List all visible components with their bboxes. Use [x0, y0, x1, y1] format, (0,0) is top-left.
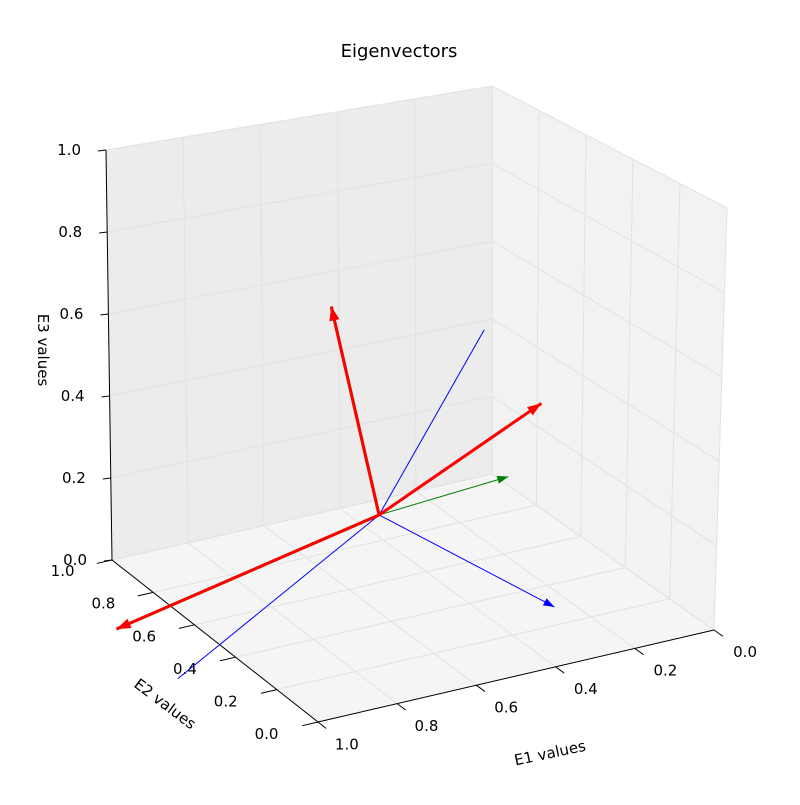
z-axis-line	[105, 149, 113, 561]
grid-line	[259, 124, 265, 526]
z-tick-label: 0.2	[62, 469, 86, 487]
x-tick	[317, 721, 327, 729]
y-tick	[302, 721, 319, 727]
grid-line	[580, 134, 587, 537]
grid-line	[153, 504, 537, 593]
vector-arrows	[115, 306, 555, 680]
grid-line	[491, 240, 723, 378]
grid-line	[669, 183, 681, 599]
grid-line	[415, 490, 636, 649]
grid-line	[491, 395, 717, 547]
grid-line	[491, 473, 715, 631]
grid-line	[624, 159, 634, 568]
pane-back-right	[492, 86, 727, 630]
y-tick	[219, 656, 236, 662]
z-tick-label: 0.0	[63, 551, 87, 569]
x-tick-label: 1.0	[335, 736, 359, 754]
z-axis-label: E3 values	[34, 314, 52, 387]
grid-line	[263, 525, 477, 686]
grid-line	[337, 111, 341, 509]
x-tick-label: 0.2	[654, 661, 678, 679]
vector-line	[329, 306, 381, 516]
grid-line	[107, 163, 493, 233]
vector-line	[378, 329, 485, 516]
grid-line	[182, 137, 189, 543]
z-tick	[100, 313, 109, 316]
x-tick-label: 0.8	[415, 717, 439, 735]
vector-line	[378, 476, 509, 516]
grid-line	[105, 85, 493, 151]
y-tick-label: 0.4	[173, 660, 197, 678]
x-tick-label: 0.0	[733, 643, 757, 661]
x-axis-label: E1 values	[513, 737, 588, 770]
pane-floor	[112, 474, 714, 722]
z-tick-label: 0.4	[61, 387, 85, 405]
y-tick-label: 0.2	[214, 692, 238, 710]
y-axis-line	[111, 559, 319, 723]
z-tick	[97, 149, 107, 152]
z-tick	[101, 395, 110, 398]
grid-line	[491, 163, 725, 293]
z-tick	[99, 231, 108, 234]
grid-line	[713, 207, 728, 631]
x-tick	[634, 647, 644, 656]
x-tick-label: 0.4	[574, 680, 598, 698]
vector-line	[378, 514, 555, 608]
axis-lines	[105, 149, 715, 723]
grid-line	[235, 567, 626, 658]
z-tick	[103, 559, 113, 562]
grid-line	[187, 542, 398, 704]
z-tick	[102, 477, 111, 480]
pane-back-left	[106, 86, 492, 560]
y-tick-label: 0.8	[91, 595, 115, 613]
grid-line	[535, 110, 540, 506]
x-tick	[476, 684, 486, 692]
grid-line	[111, 473, 493, 561]
y-axis-label: E2 values	[131, 675, 200, 733]
vector-line	[177, 514, 380, 680]
vector-line	[378, 402, 543, 517]
grid-line	[108, 240, 493, 315]
grid-line	[339, 507, 556, 668]
vector-arrowhead	[527, 403, 542, 416]
x-tick	[555, 666, 565, 674]
y-tick	[260, 689, 277, 694]
x-tick-label: 0.6	[494, 699, 518, 717]
tick-labels: 0.00.20.40.60.81.00.00.20.40.60.81.00.00…	[51, 141, 757, 754]
grid-line	[109, 318, 493, 397]
axis-panes	[106, 86, 727, 722]
x-tick	[396, 703, 406, 711]
chart-title: Eigenvectors	[341, 41, 458, 62]
vector-arrowhead	[116, 618, 132, 630]
vector-arrowhead	[496, 475, 509, 484]
vector-arrowhead	[542, 598, 555, 607]
x-axis-line	[317, 629, 715, 723]
y-tick	[137, 591, 154, 597]
z-tick-label: 0.6	[60, 305, 84, 323]
vector-arrowhead	[329, 306, 340, 322]
y-tick-label: 1.0	[51, 562, 75, 580]
grid-line	[414, 98, 417, 492]
z-tick-label: 0.8	[58, 223, 82, 241]
x-tick	[713, 629, 724, 637]
y-tick-label: 0.6	[132, 627, 156, 645]
y-tick	[178, 624, 195, 629]
grid-line	[276, 598, 670, 691]
z-tick-label: 1.0	[57, 141, 81, 159]
tick-marks	[96, 149, 724, 729]
grid-line	[194, 535, 581, 626]
y-tick-label: 0.0	[255, 725, 279, 743]
grid-line	[491, 318, 720, 462]
vector-line	[115, 513, 380, 631]
grid-line	[110, 395, 493, 479]
grid-line	[491, 85, 728, 209]
